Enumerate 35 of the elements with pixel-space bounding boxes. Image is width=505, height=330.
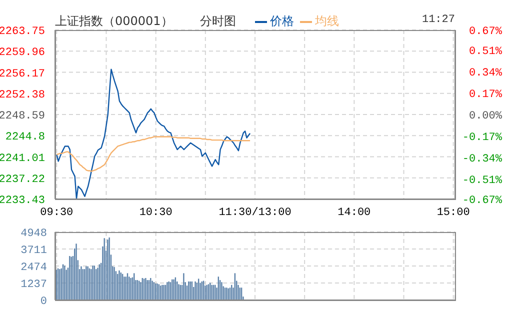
y-tick-label: 2237.22 bbox=[0, 174, 45, 186]
y-tick-label: 2248.59 bbox=[0, 110, 45, 122]
x-tick-label: 10:30 bbox=[139, 206, 172, 219]
y-tick-label: 4948 bbox=[20, 228, 47, 240]
y2-tick-label: -0.51% bbox=[462, 174, 502, 187]
chart-title: 上证指数（000001） bbox=[55, 13, 173, 30]
y2-tick-label: 0.34% bbox=[468, 68, 502, 80]
y-tick-label: 2244.8 bbox=[5, 132, 45, 144]
y-tick-label: 2252.38 bbox=[0, 89, 45, 102]
legend-label: 价格 bbox=[269, 13, 294, 30]
y2-tick-label: 0.00% bbox=[468, 110, 502, 122]
y-tick-label: 1237 bbox=[20, 278, 47, 291]
y2-tick-label: 0.17% bbox=[468, 89, 502, 102]
y-tick-label: 2474 bbox=[20, 262, 48, 274]
line-series bbox=[56, 136, 251, 172]
y2-tick-label: -0.34% bbox=[462, 153, 502, 166]
y-tick-label: 2259.96 bbox=[0, 47, 45, 60]
chart-subtitle: 分时图 bbox=[200, 13, 236, 30]
x-tick-label: 15:00 bbox=[436, 206, 470, 219]
line-series bbox=[56, 68, 251, 199]
y-tick-label: 2256.17 bbox=[0, 68, 45, 80]
x-tick-label: 09:30 bbox=[40, 206, 74, 219]
x-tick-label: 14:00 bbox=[338, 206, 371, 219]
y2-tick-label: 0.51% bbox=[468, 46, 502, 58]
y2-tick-label: 0.67% bbox=[468, 26, 502, 38]
y-tick-label: 0 bbox=[40, 296, 47, 308]
text: 11:27 bbox=[422, 14, 455, 26]
x-tick-label: 11:30/13:00 bbox=[218, 206, 292, 219]
y-tick-label: 2233.43 bbox=[0, 195, 45, 207]
y2-tick-label: -0.17% bbox=[462, 132, 502, 144]
y-tick-label: 2263.75 bbox=[0, 26, 45, 38]
y-tick-label: 3711 bbox=[20, 244, 48, 257]
y-tick-label: 2241.01 bbox=[0, 152, 46, 165]
legend-label: 均线 bbox=[314, 13, 339, 30]
y2-tick-label: -0.67% bbox=[462, 195, 502, 207]
